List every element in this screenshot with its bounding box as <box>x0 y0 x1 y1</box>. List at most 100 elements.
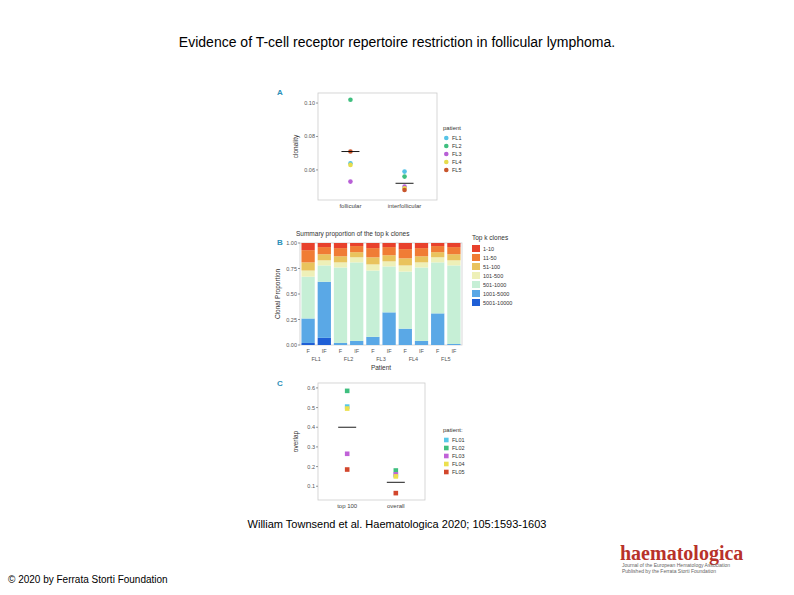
bar-segment <box>447 254 460 260</box>
bar-segment <box>334 248 347 256</box>
legend-label: FL03 <box>452 453 465 459</box>
y-tick <box>316 427 318 428</box>
bar-segment <box>301 318 314 342</box>
legend-marker <box>444 462 449 467</box>
bar-segment <box>318 254 331 260</box>
legend-marker <box>444 438 449 443</box>
legend-marker <box>444 152 449 157</box>
bar-segment <box>301 243 314 250</box>
data-point <box>394 473 399 478</box>
x-tick-label: IF <box>387 348 393 354</box>
y-axis-label: clonality <box>292 134 300 158</box>
bar-segment <box>431 243 444 246</box>
y-tick-label: 0.50 <box>286 291 297 297</box>
y-tick <box>298 345 300 346</box>
y-tick-label: 0.1 <box>307 483 315 489</box>
plot-area <box>338 389 405 496</box>
bar-segment <box>415 341 428 345</box>
bar-segment <box>366 337 379 345</box>
bar-segment <box>415 267 428 340</box>
plot-frame <box>318 93 437 200</box>
legend-swatch <box>472 254 480 261</box>
x-tick-label: F <box>436 348 440 354</box>
bar-segment <box>382 266 395 312</box>
legend-label: FL04 <box>452 461 465 467</box>
data-point <box>348 163 353 168</box>
group-label: FL4 <box>409 356 418 362</box>
group-label: FL3 <box>376 356 385 362</box>
y-tick-label: 0.25 <box>286 317 297 323</box>
legend-label: 5001-10000 <box>483 300 512 306</box>
bar-segment <box>318 243 331 247</box>
slide: Evidence of T-cell receptor repertoire r… <box>0 0 794 595</box>
legend-label: 501-1000 <box>483 282 506 288</box>
mean-line <box>341 151 359 152</box>
mean-line <box>387 482 405 483</box>
bar-segment <box>415 256 428 262</box>
legend-label: FL4 <box>452 159 461 165</box>
chart-title: Summary proportion of the top k clones <box>296 230 410 238</box>
panel-C: C0.10.20.30.40.50.6overlaptop 100overall… <box>277 379 465 509</box>
bar-segment <box>366 257 379 264</box>
bar-segment <box>350 262 363 341</box>
data-point <box>345 451 350 456</box>
legend-swatch <box>472 272 480 279</box>
bar-segment <box>301 277 314 319</box>
plot-frame <box>300 243 462 345</box>
bar-segment <box>301 250 314 262</box>
legend-title: Top k clones <box>472 234 509 242</box>
y-tick-label: 0.5 <box>307 405 315 411</box>
bar-segment <box>447 265 460 344</box>
legend-label: 1001-5000 <box>483 291 509 297</box>
bar-segment <box>399 265 412 271</box>
data-point <box>402 188 407 193</box>
panel-label: A <box>277 88 283 97</box>
bar-segment <box>447 344 460 345</box>
bar-segment <box>334 343 347 345</box>
bar-segment <box>399 272 412 329</box>
x-axis-label: Patient <box>371 364 391 371</box>
y-tick <box>316 466 318 467</box>
legend-title: patient <box>443 125 461 131</box>
bar-segment <box>334 256 347 262</box>
y-tick <box>316 387 318 388</box>
bar-segment <box>366 271 379 337</box>
y-tick-label: 0.00 <box>286 342 297 348</box>
data-point <box>394 468 399 473</box>
plot-area <box>301 243 460 345</box>
bar-segment <box>318 282 331 338</box>
bar-segment <box>382 247 395 255</box>
group-label: FL2 <box>344 356 353 362</box>
bar-segment <box>431 252 444 257</box>
x-tick-label: F <box>306 348 310 354</box>
legend-swatch <box>472 245 480 252</box>
y-tick <box>316 103 318 104</box>
x-tick-label: IF <box>354 348 360 354</box>
data-point <box>348 179 353 184</box>
legend-label: 1-10 <box>483 246 494 252</box>
bar-segment <box>350 246 363 252</box>
legend-marker <box>444 168 449 173</box>
bar-segment <box>301 343 314 345</box>
y-axis-label: Clonal Proportion <box>274 269 282 320</box>
y-tick <box>316 446 318 447</box>
bar-segment <box>350 252 363 257</box>
legend-label: FL3 <box>452 151 461 157</box>
slide-title: Evidence of T-cell receptor repertoire r… <box>179 34 615 50</box>
plot-frame <box>318 383 425 500</box>
data-point <box>402 174 407 179</box>
data-point <box>345 389 350 394</box>
legend-label: 11-50 <box>483 255 497 261</box>
group-label: FL5 <box>441 356 450 362</box>
x-tick-label: F <box>371 348 375 354</box>
bar-segment <box>318 338 331 345</box>
bar-segment <box>350 243 363 246</box>
legend-label: 101-500 <box>483 273 503 279</box>
x-tick-label: follicular <box>339 203 361 209</box>
y-tick <box>316 407 318 408</box>
y-tick <box>298 319 300 320</box>
bar-segment <box>431 313 444 345</box>
y-tick-label: 0.10 <box>304 100 315 106</box>
x-tick-label: F <box>339 348 343 354</box>
y-tick-label: 0.3 <box>307 444 315 450</box>
